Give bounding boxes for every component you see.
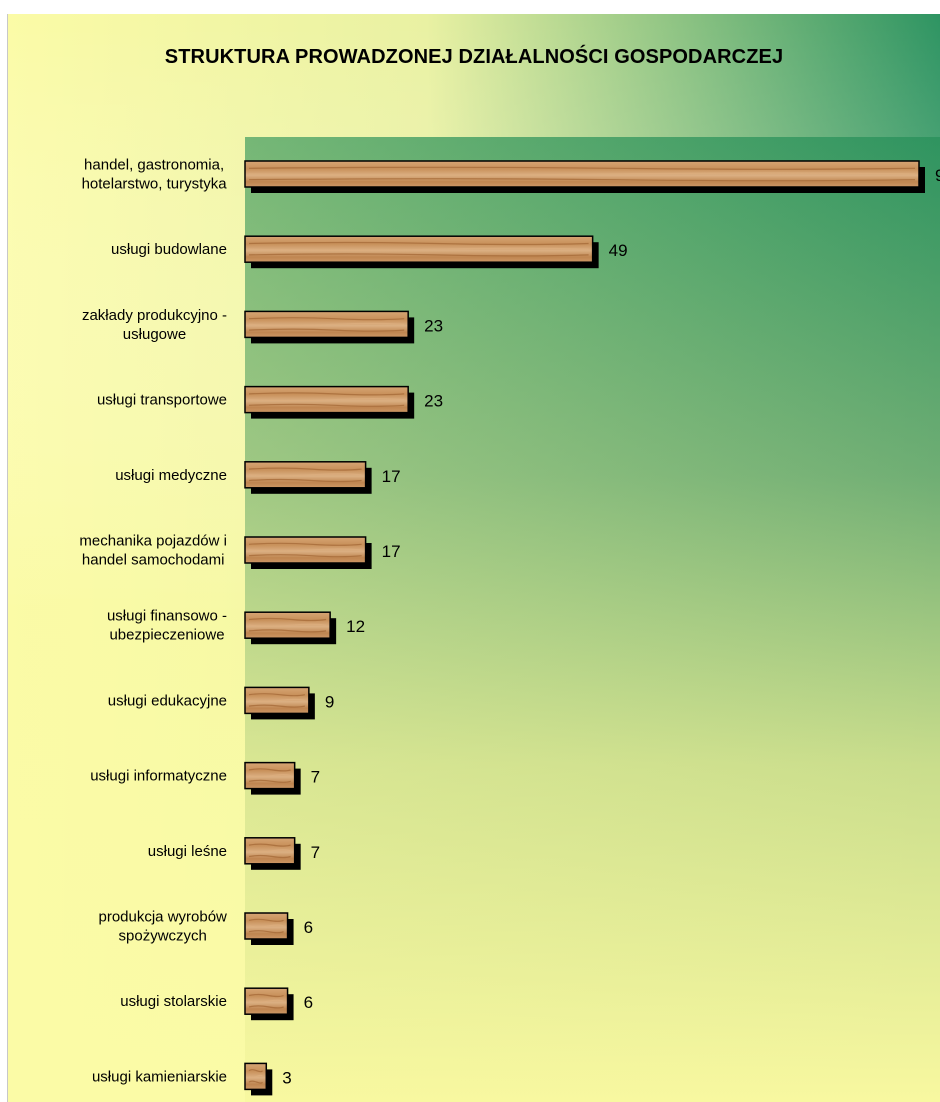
wood-grain (248, 247, 589, 251)
bar-group (244, 1062, 273, 1096)
bar-group (244, 686, 315, 720)
bar-group (244, 611, 337, 645)
category-label: mechanika pojazdów i handel samochodami (79, 533, 227, 569)
value-label: 23 (424, 316, 443, 335)
category-label: produkcja wyrobów spożywczych (98, 909, 227, 945)
wood-grain (248, 999, 284, 1003)
wood-grain (248, 403, 405, 407)
category-label: zakłady produkcyjno -usługowe (82, 307, 227, 343)
wood-grain (248, 542, 362, 546)
value-label: 6 (304, 918, 313, 937)
bar-group (244, 461, 372, 494)
category-label: usługi kamieniarskie (92, 1068, 227, 1085)
wood-grain (248, 918, 284, 922)
wood-grain (248, 473, 362, 477)
wood-grain (248, 554, 362, 558)
wood-grain (248, 1080, 263, 1084)
category-label: usługi medyczne (115, 467, 227, 484)
category-label: usługi stolarskie (120, 993, 227, 1010)
category-label: usługi leśne (148, 843, 227, 860)
category-label: usługi transportowe (97, 392, 227, 409)
value-label: 3 (282, 1068, 291, 1087)
value-label: 95 (935, 166, 940, 185)
bar-group (244, 160, 925, 193)
wood-grain (248, 774, 291, 778)
wood-grain (248, 172, 916, 176)
wood-grain (248, 849, 291, 853)
bar-group (244, 912, 294, 945)
category-label: handel, gastronomia, hotelarstwo, turysty… (82, 157, 228, 193)
wood-grain (248, 166, 916, 170)
wood-grain (248, 548, 362, 552)
bars-layer (244, 160, 925, 1096)
category-label: usługi budowlane (111, 241, 227, 258)
bar-group (244, 536, 372, 569)
wood-grain (248, 253, 589, 257)
category-label: usługi finansowo -ubezpieczeniowe (107, 608, 227, 644)
value-label: 23 (424, 392, 443, 411)
wood-grain (248, 698, 306, 702)
bar-group (244, 837, 301, 870)
wood-grain (248, 178, 916, 182)
wood-grain (248, 930, 284, 934)
wood-grain (248, 779, 291, 783)
wood-grain (248, 467, 362, 471)
wood-grain (248, 623, 327, 627)
wood-grain (248, 241, 589, 246)
bar-group (244, 385, 415, 419)
bar-group (244, 310, 415, 344)
value-label: 7 (311, 843, 320, 862)
plot-area-fade (245, 137, 940, 1102)
value-label: 9 (325, 692, 334, 711)
category-label: usługi informatyczne (90, 768, 227, 785)
bar-group (244, 235, 599, 269)
wood-grain (248, 398, 405, 402)
wood-grain (248, 1069, 263, 1073)
wood-grain (248, 392, 405, 396)
wood-grain (248, 478, 362, 483)
wood-grain (248, 328, 405, 332)
wood-grain (248, 322, 405, 326)
wood-grain (248, 629, 327, 633)
wood-grain (248, 843, 291, 847)
bar-group (244, 761, 301, 795)
labels-layer: 95 handel, gastronomia,hotelarstwo, turys… (79, 157, 940, 1088)
value-label: 49 (609, 241, 628, 260)
wood-grain (248, 993, 284, 998)
wood-grain (248, 1074, 263, 1078)
value-label: 6 (304, 993, 313, 1012)
value-label: 17 (382, 542, 401, 561)
value-label: 12 (346, 617, 365, 636)
wood-grain (248, 854, 291, 859)
wood-grain (248, 768, 291, 772)
category-label: usługi edukacyjne (108, 692, 227, 709)
left-border (7, 14, 8, 1102)
bar (244, 461, 367, 489)
chart-title: STRUKTURA PROWADZONEJ DZIAŁALNOŚCI GOSPO… (164, 46, 784, 68)
wood-grain (248, 617, 327, 622)
value-label: 7 (311, 768, 320, 787)
value-label: 17 (382, 467, 401, 486)
wood-grain (248, 924, 284, 928)
wood-grain (248, 693, 306, 697)
wood-grain (248, 704, 306, 708)
wood-grain (248, 1005, 284, 1009)
wood-grain (248, 317, 405, 321)
bar-group (244, 987, 294, 1021)
